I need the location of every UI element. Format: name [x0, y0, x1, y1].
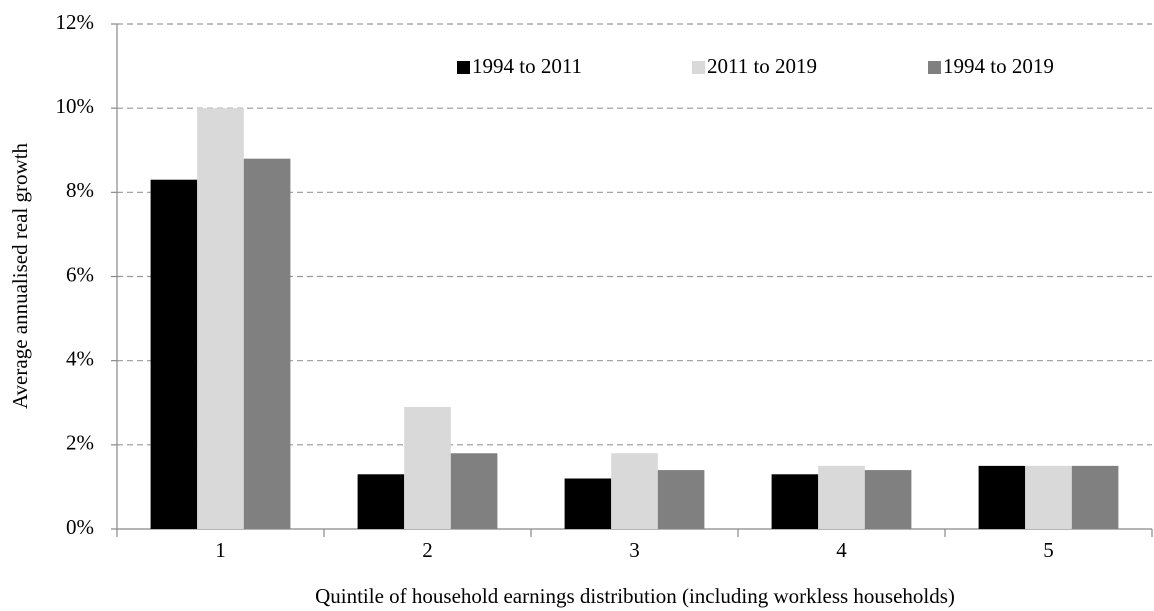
- bar: [197, 108, 244, 530]
- x-axis-title: Quintile of household earnings distribut…: [315, 584, 955, 608]
- legend-swatch: [928, 61, 941, 74]
- bar: [818, 465, 865, 529]
- bar: [657, 470, 705, 529]
- y-tick-label: 8%: [66, 178, 94, 202]
- bar: [611, 453, 658, 529]
- bar: [1071, 465, 1119, 529]
- x-tick-label: 2: [422, 538, 433, 562]
- bar: [1025, 465, 1072, 529]
- x-tick-label: 5: [1043, 538, 1054, 562]
- bar: [357, 474, 405, 529]
- legend-swatch: [692, 61, 705, 74]
- y-axis-title: Average annualised real growth: [8, 142, 32, 409]
- y-tick-label: 4%: [66, 346, 94, 370]
- y-tick-label: 10%: [56, 94, 95, 118]
- legend-swatch: [457, 61, 470, 74]
- y-tick-label: 6%: [66, 262, 94, 286]
- y-tick-label: 2%: [66, 431, 94, 455]
- x-tick-label: 1: [215, 538, 226, 562]
- x-tick-label: 4: [836, 538, 847, 562]
- bar: [450, 453, 498, 529]
- y-tick-label: 0%: [66, 515, 94, 539]
- bar: [978, 465, 1026, 529]
- x-tick-label: 3: [629, 538, 640, 562]
- bar: [864, 470, 912, 529]
- bar: [243, 158, 291, 529]
- y-tick-label: 12%: [56, 10, 95, 34]
- bar: [150, 179, 198, 530]
- bar: [404, 406, 451, 529]
- bar: [564, 478, 612, 529]
- bar: [771, 474, 819, 529]
- legend-label: 2011 to 2019: [707, 54, 817, 78]
- legend-label: 1994 to 2011: [472, 54, 582, 78]
- legend-label: 1994 to 2019: [943, 54, 1054, 78]
